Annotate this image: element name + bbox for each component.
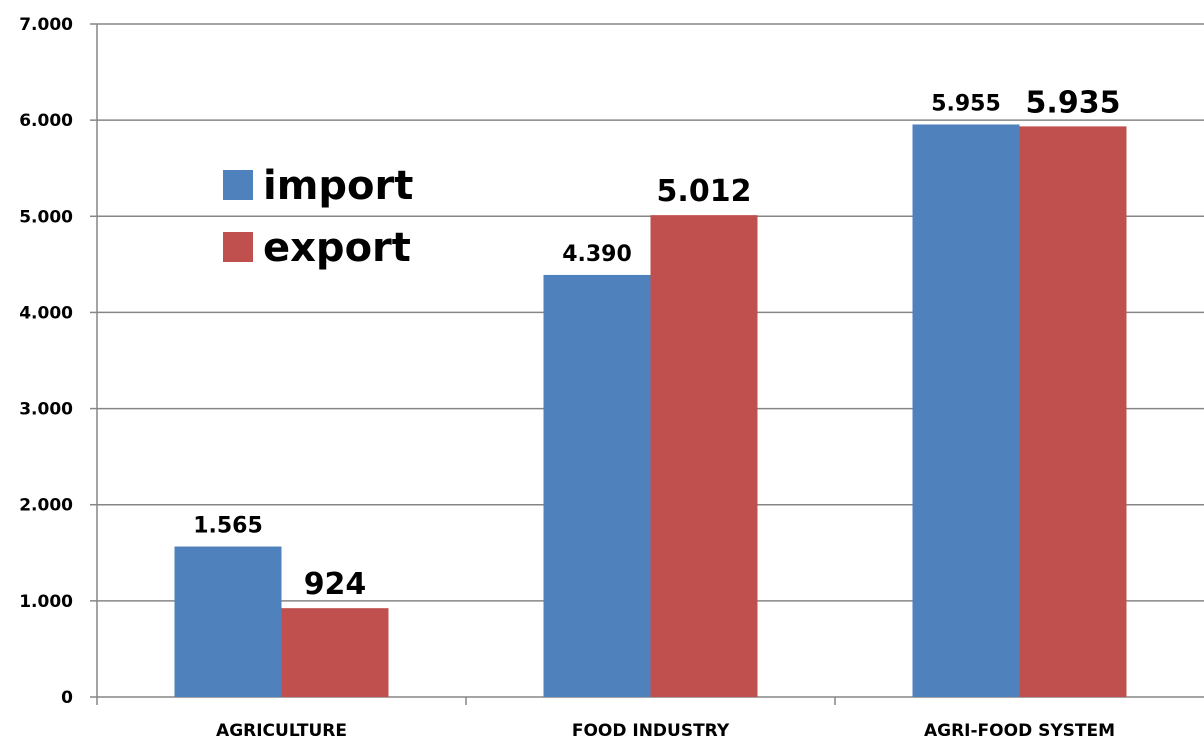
y-tick-label: 2.000	[19, 496, 73, 516]
y-tick-label: 3.000	[19, 400, 73, 420]
x-category-label: AGRI-FOOD SYSTEM	[924, 721, 1115, 740]
bar-export-1	[281, 608, 389, 697]
bars	[174, 124, 1127, 697]
y-tick-label: 4.000	[19, 303, 73, 323]
bar-import-3	[912, 124, 1020, 697]
legend-label-import: import	[263, 163, 413, 209]
data-label-export-1: 924	[304, 567, 367, 602]
bar-export-2	[650, 215, 758, 697]
x-axis-category-labels: AGRICULTURE FOOD INDUSTRY AGRI-FOOD SYSTEM	[216, 721, 1115, 740]
x-category-label: FOOD INDUSTRY	[572, 721, 730, 740]
y-axis-tick-labels: 0 1.000 2.000 3.000 4.000 5.000 6.000 7.000	[19, 15, 73, 708]
y-tick-label: 6.000	[19, 111, 73, 131]
data-label-export-3: 5.935	[1026, 85, 1121, 120]
x-category-label: AGRICULTURE	[216, 721, 347, 740]
legend-swatch-import	[223, 170, 253, 200]
data-label-import-2: 4.390	[562, 242, 632, 267]
data-label-export-2: 5.012	[657, 174, 752, 209]
legend: import export	[223, 163, 413, 271]
data-label-import-1: 1.565	[193, 514, 263, 539]
bar-import-2	[543, 274, 651, 697]
y-tick-label: 5.000	[19, 207, 73, 227]
y-tick-label: 7.000	[19, 15, 73, 35]
legend-swatch-export	[223, 232, 253, 262]
bar-import-1	[174, 546, 282, 697]
data-label-import-3: 5.955	[931, 91, 1001, 116]
value-labels: 1.565 924 4.390 5.012 5.955 5.935	[193, 85, 1120, 602]
bar-export-3	[1019, 126, 1127, 697]
legend-label-export: export	[263, 225, 411, 271]
y-tick-label: 0	[61, 688, 73, 708]
y-tick-label: 1.000	[19, 592, 73, 612]
